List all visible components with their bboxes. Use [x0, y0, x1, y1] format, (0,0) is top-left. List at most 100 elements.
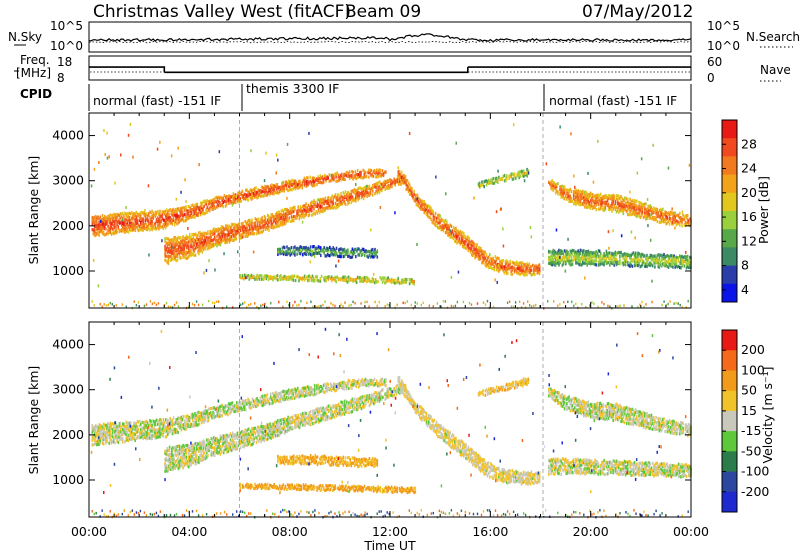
- echo-mark-3248: [603, 195, 605, 199]
- echo-mark-4116: [685, 263, 688, 267]
- echo-mark-386: [164, 225, 167, 230]
- echo-mark-1015: [164, 258, 166, 262]
- echo-mark-3094: [569, 199, 572, 203]
- echo-mark-303: [146, 228, 149, 232]
- echo-mark-1969: [378, 180, 381, 184]
- echo-mark-3938: [634, 263, 637, 267]
- echo-mark-1278: [204, 247, 207, 251]
- echo-mark-3100: [570, 190, 573, 194]
- echo-mark-3171: [586, 192, 588, 196]
- echo-mark-3670: [565, 250, 567, 254]
- echo-mark-1051: [168, 243, 171, 247]
- echo-mark-2840: [484, 250, 486, 254]
- echo-mark-2496: [400, 281, 403, 285]
- echo-mark-1497: [248, 221, 251, 225]
- echo-mark-2469: [382, 276, 385, 280]
- echo-mark-1637: [281, 208, 284, 212]
- echo-mark-2229: [361, 253, 364, 257]
- echo-mark-2062: [286, 249, 288, 253]
- echo-mark-3476: [655, 209, 657, 213]
- echo-mark-973: [364, 175, 367, 179]
- echo-mark-918: [337, 175, 340, 179]
- echo-mark-3790: [592, 251, 594, 255]
- echo-mark-3786: [592, 261, 594, 265]
- echo-mark-3537: [672, 215, 674, 219]
- echo-mark-3278: [611, 204, 613, 209]
- echo-mark-197: [126, 219, 129, 223]
- echo-mark-3636: [557, 252, 559, 256]
- echo-mark-4003: [653, 258, 655, 262]
- echo-mark-249: [136, 427, 139, 431]
- echo-mark-4250: [177, 305, 180, 308]
- echo-mark-340: [155, 431, 158, 435]
- echo-mark-1853: [343, 199, 346, 203]
- echo-mark-2295: [259, 274, 262, 278]
- echo-mark-3190: [590, 198, 593, 202]
- echo-mark-810: [291, 178, 293, 182]
- echo-mark-51: [99, 215, 101, 219]
- echo-mark-2609: [426, 214, 429, 218]
- echo-mark-67: [101, 428, 104, 432]
- echo-mark-276: [143, 432, 145, 436]
- echo-mark-1930: [366, 194, 368, 198]
- echo-mark-1887: [352, 190, 355, 194]
- echo-mark-1337: [216, 234, 218, 238]
- echo-mark-1831: [336, 202, 339, 207]
- echo-mark-4066: [671, 262, 673, 267]
- echo-mark-1252: [200, 245, 202, 249]
- echo-mark-153: [118, 438, 121, 442]
- echo-mark-2990: [527, 263, 529, 267]
- echo-mark-545: [202, 200, 204, 204]
- echo-mark-1733: [308, 210, 311, 214]
- echo-mark-2777: [469, 240, 472, 245]
- echo-mark-468: [181, 210, 184, 214]
- echo-mark-1441: [236, 226, 239, 230]
- echo-mark-1146: [183, 255, 185, 259]
- echo-mark-979: [368, 171, 370, 175]
- echo-mark-2309: [270, 275, 272, 279]
- echo-mark-2619: [429, 207, 431, 212]
- echo-mark-2403: [337, 277, 340, 281]
- echo-mark-2162: [331, 252, 333, 256]
- echo-mark-1652: [285, 212, 287, 216]
- echo-mark-23: [94, 223, 97, 227]
- echo-mark-806: [290, 179, 292, 184]
- echo-mark-158: [119, 221, 122, 225]
- echo-mark-802: [289, 182, 291, 186]
- echo-mark-67: [102, 230, 105, 234]
- echo-mark-418: [171, 222, 174, 226]
- echo-mark-1453: [239, 236, 242, 240]
- echo-mark-245: [135, 225, 138, 229]
- echo-mark-3175: [587, 196, 590, 200]
- echo-mark-26: [94, 214, 97, 219]
- echo-mark-46: [98, 217, 100, 221]
- echo-mark-3481: [656, 210, 658, 215]
- echo-mark-4495: [106, 156, 109, 160]
- echo-mark-3748: [584, 261, 586, 265]
- echo-mark-3548: [674, 211, 676, 215]
- echo-mark-538: [201, 210, 203, 214]
- echo-mark-3844: [607, 261, 610, 265]
- echo-mark-1765: [317, 197, 320, 201]
- echo-mark-2144: [323, 251, 325, 255]
- echo-mark-503: [190, 208, 193, 212]
- echo-mark-1704: [300, 215, 303, 219]
- echo-mark-494: [188, 205, 191, 209]
- echo-mark-3147: [581, 196, 584, 200]
- echo-mark-4190: [512, 173, 515, 177]
- echo-mark-3312: [618, 194, 620, 198]
- echo-mark-221: [131, 432, 133, 436]
- echo-mark-2160: [330, 249, 332, 253]
- echo-mark-744: [268, 189, 271, 193]
- echo-mark-1937: [367, 185, 369, 189]
- echo-mark-2569: [415, 203, 418, 207]
- echo-mark-2345: [293, 274, 296, 278]
- echo-mark-1759: [316, 204, 319, 209]
- echo-mark-85: [106, 231, 108, 235]
- echo-mark-2104: [305, 245, 307, 250]
- echo-mark-895: [325, 175, 327, 179]
- echo-mark-3107: [574, 201, 576, 205]
- echo-mark-3645: [559, 258, 561, 262]
- echo-mark-1578: [268, 215, 270, 219]
- echo-mark-2045: [278, 247, 280, 251]
